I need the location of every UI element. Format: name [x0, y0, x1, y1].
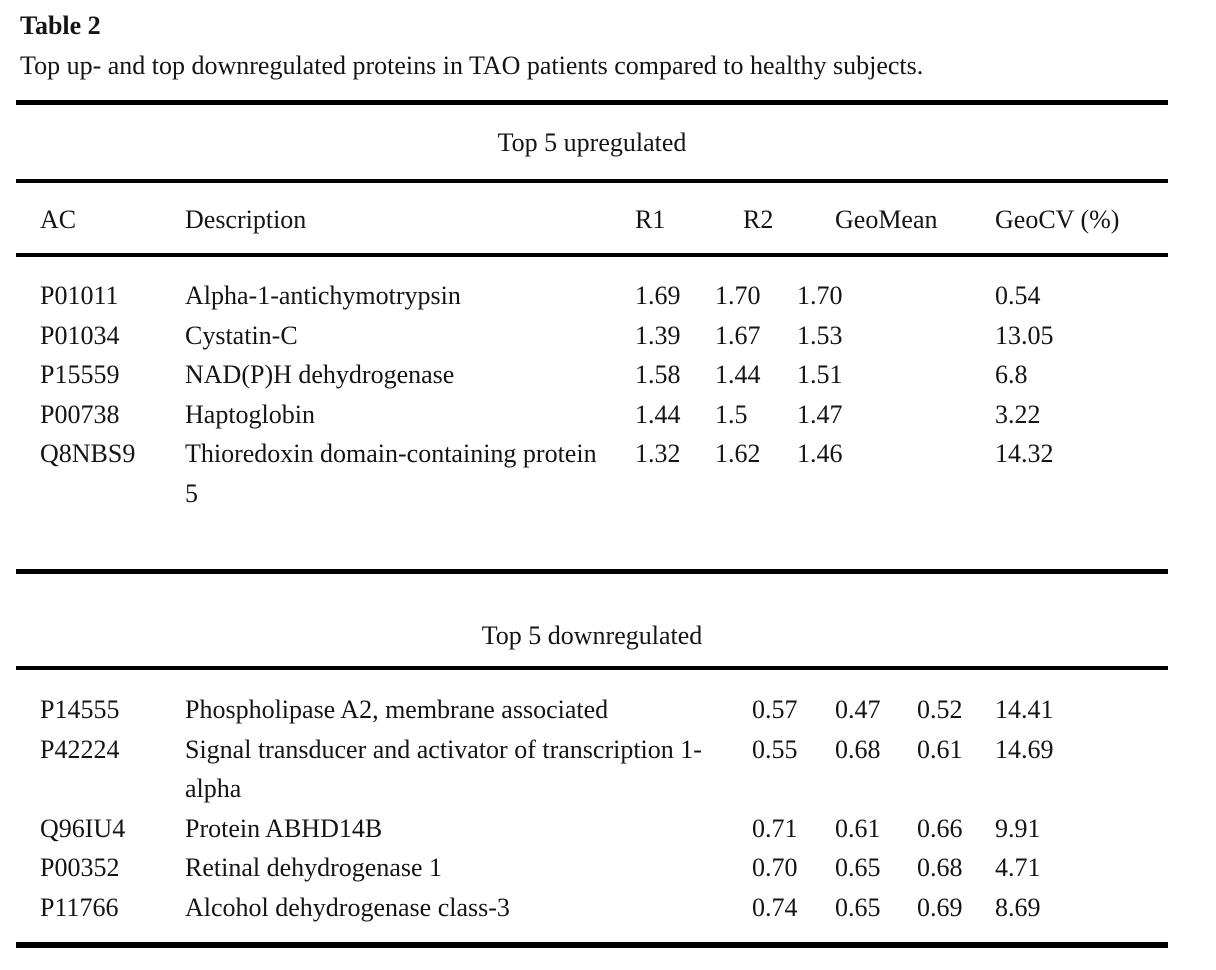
- cell-geomean: 1.53: [797, 320, 843, 350]
- cell-ac: P01011: [40, 281, 119, 310]
- cell-r1: 0.55: [752, 734, 798, 764]
- cell-description: Alpha-1-antichymotrypsin: [185, 281, 461, 310]
- cell-r2: 0.65: [835, 892, 881, 922]
- table-row: P11766 Alcohol dehydrogenase class-3 0.7…: [16, 888, 1168, 928]
- cell-geocv: 0.54: [995, 281, 1041, 310]
- section-title-downregulated: Top 5 downregulated: [481, 621, 703, 650]
- table-rule-top: [16, 100, 1168, 105]
- column-header-geomean: GeoMean: [835, 205, 938, 234]
- column-header-geocv: GeoCV (%): [995, 205, 1120, 234]
- cell-ac: P00738: [40, 399, 120, 429]
- cell-geomean: 0.61: [917, 734, 963, 764]
- cell-geomean: 1.70: [797, 281, 843, 310]
- cell-geomean: 0.66: [917, 813, 963, 843]
- cell-r1: 1.69: [635, 281, 681, 310]
- table-row: P14555 Phospholipase A2, membrane associ…: [16, 690, 1168, 730]
- cell-geomean: 0.68: [917, 853, 963, 882]
- cell-r2: 1.70: [715, 281, 761, 310]
- cell-ac: Q8NBS9: [40, 439, 136, 468]
- cell-geocv: 14.32: [995, 439, 1054, 468]
- cell-geocv: 14.69: [995, 734, 1054, 764]
- cell-r2: 0.65: [835, 853, 881, 882]
- table-caption: Top up- and top downregulated proteins i…: [20, 51, 924, 80]
- table-rule-middle: [16, 569, 1168, 574]
- cell-r1: 1.32: [635, 439, 681, 468]
- table-row: Q96IU4 Protein ABHD14B 0.71 0.61 0.66 9.…: [16, 809, 1168, 849]
- cell-r2: 0.61: [835, 813, 881, 843]
- rule-below-upregulated-title: [16, 179, 1168, 183]
- cell-r2: 1.44: [715, 360, 761, 389]
- rule-below-header: [16, 253, 1168, 257]
- cell-r1: 1.39: [635, 320, 681, 350]
- downregulated-rows: P14555 Phospholipase A2, membrane associ…: [16, 690, 1168, 927]
- table-row: Q8NBS9 Thioredoxin domain-containing pro…: [16, 434, 1168, 513]
- cell-geomean: 1.47: [797, 399, 843, 429]
- cell-r1: 0.74: [752, 892, 798, 922]
- cell-description: Retinal dehydrogenase 1: [185, 853, 443, 882]
- cell-geomean: 1.46: [797, 439, 843, 468]
- cell-description: NAD(P)H dehydrogenase: [185, 360, 455, 389]
- cell-geocv: 3.22: [995, 399, 1041, 429]
- cell-geomean: 0.52: [917, 695, 963, 724]
- cell-ac: P00352: [40, 853, 120, 882]
- cell-ac: P01034: [40, 320, 120, 350]
- cell-description: Cystatin-C: [185, 320, 298, 350]
- cell-r2: 0.47: [835, 695, 881, 724]
- section-title-upregulated: Top 5 upregulated: [497, 128, 687, 157]
- cell-geomean: 1.51: [797, 360, 843, 389]
- cell-r2: 0.68: [835, 734, 881, 764]
- cell-ac: P11766: [40, 892, 119, 922]
- cell-r2: 1.5: [715, 399, 748, 429]
- cell-geocv: 6.8: [995, 360, 1028, 389]
- cell-description: Signal transducer and activator of trans…: [185, 734, 702, 804]
- table-title-block: Table 2 Top up- and top downregulated pr…: [20, 6, 1180, 86]
- table-row: P00738 Haptoglobin 1.44 1.5 1.47 3.22: [16, 395, 1168, 435]
- table-rule-bottom: [16, 942, 1168, 948]
- column-header-ac: AC: [40, 205, 77, 234]
- column-header-r1: R1: [635, 205, 666, 234]
- cell-description: Haptoglobin: [185, 399, 315, 429]
- cell-r1: 0.71: [752, 813, 798, 843]
- table-number-label: Table 2: [20, 11, 101, 40]
- table-row: P01011 Alpha-1-antichymotrypsin 1.69 1.7…: [16, 276, 1168, 316]
- cell-r1: 1.58: [635, 360, 681, 389]
- cell-description: Protein ABHD14B: [185, 813, 383, 843]
- table-row: P15559 NAD(P)H dehydrogenase 1.58 1.44 1…: [16, 355, 1168, 395]
- table-row: P00352 Retinal dehydrogenase 1 0.70 0.65…: [16, 848, 1168, 888]
- cell-ac: Q96IU4: [40, 813, 126, 843]
- column-header-r2: R2: [743, 205, 774, 234]
- cell-geocv: 4.71: [995, 853, 1041, 882]
- cell-geocv: 14.41: [995, 695, 1054, 724]
- cell-geomean: 0.69: [917, 892, 963, 922]
- cell-ac: P14555: [40, 695, 120, 724]
- column-header-row: AC Description R1 R2 GeoMean GeoCV (%): [16, 200, 1168, 240]
- cell-r1: 0.70: [752, 853, 798, 882]
- cell-description: Alcohol dehydrogenase class-3: [185, 892, 510, 922]
- cell-geocv: 8.69: [995, 892, 1041, 922]
- cell-description: Phospholipase A2, membrane associated: [185, 695, 609, 724]
- cell-geocv: 13.05: [995, 320, 1054, 350]
- column-header-description: Description: [185, 205, 307, 234]
- cell-description: Thioredoxin domain-containing protein 5: [185, 439, 597, 508]
- table-row: P42224 Signal transducer and activator o…: [16, 730, 1168, 809]
- upregulated-rows: P01011 Alpha-1-antichymotrypsin 1.69 1.7…: [16, 276, 1168, 513]
- cell-r2: 1.62: [715, 439, 761, 468]
- rule-below-downregulated-title: [16, 666, 1168, 670]
- cell-r1: 0.57: [752, 695, 798, 724]
- cell-ac: P15559: [40, 360, 120, 389]
- cell-geocv: 9.91: [995, 813, 1041, 843]
- table-row: P01034 Cystatin-C 1.39 1.67 1.53 13.05: [16, 316, 1168, 356]
- cell-ac: P42224: [40, 734, 120, 764]
- cell-r2: 1.67: [715, 320, 761, 350]
- cell-r1: 1.44: [635, 399, 681, 429]
